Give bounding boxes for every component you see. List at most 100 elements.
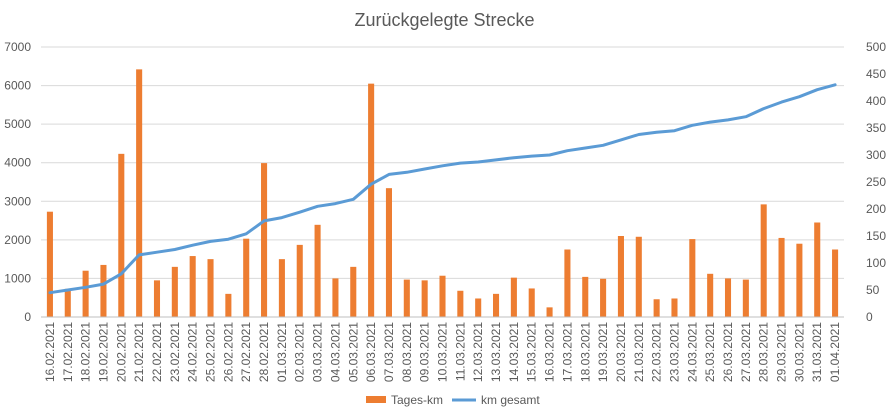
x-tick-label: 06.03.2021 <box>364 322 378 382</box>
bar <box>617 236 624 317</box>
y-tick-label: 4000 <box>4 156 31 170</box>
x-tick-label: 23.03.2021 <box>667 322 681 382</box>
x-tick-label: 03.03.2021 <box>311 322 325 382</box>
y-tick-label: 1000 <box>4 271 31 285</box>
x-tick-label: 26.03.2021 <box>721 322 735 382</box>
bar <box>760 204 767 317</box>
x-tick-label: 29.03.2021 <box>775 322 789 382</box>
y-tick-label: 5000 <box>4 117 31 131</box>
bar <box>278 259 285 317</box>
x-tick-label: 01.03.2021 <box>275 322 289 382</box>
y2-tick-label: 500 <box>866 40 886 54</box>
x-tick-label: 20.02.2021 <box>114 322 128 382</box>
bar <box>796 243 803 317</box>
bar <box>332 278 339 317</box>
bar <box>261 163 268 317</box>
x-tick-label: 16.02.2021 <box>43 322 57 382</box>
bar <box>707 273 714 317</box>
legend: Tages-km km gesamt <box>366 393 540 407</box>
bar <box>724 278 732 317</box>
x-tick-label: 04.03.2021 <box>328 322 342 382</box>
bar <box>475 298 482 317</box>
legend-swatch-tages-km <box>366 396 386 403</box>
legend-label-km-gesamt: km gesamt <box>481 393 540 407</box>
y-tick-label: 6000 <box>4 79 31 93</box>
legend-label-tages-km: Tages-km <box>391 393 443 407</box>
bar <box>314 224 321 317</box>
x-tick-label: 11.03.2021 <box>453 322 467 381</box>
y2-tick-label: 50 <box>866 283 880 297</box>
x-tick-label: 13.03.2021 <box>489 322 503 382</box>
chart-title: Zurückgelegte Strecke <box>354 10 534 30</box>
bar <box>635 236 642 317</box>
x-tick-label: 14.03.2021 <box>507 322 521 382</box>
bar <box>814 222 821 317</box>
x-tick-label: 18.02.2021 <box>79 322 93 382</box>
x-tick-label: 17.03.2021 <box>560 322 574 382</box>
bar <box>118 153 125 317</box>
line-series <box>48 83 837 295</box>
bar <box>171 266 178 317</box>
y-tick-label: 3000 <box>4 194 31 208</box>
x-tick-label: 25.03.2021 <box>703 322 717 382</box>
x-tick-label: 24.03.2021 <box>685 322 699 382</box>
x-axis: 16.02.2021 17.02.2021 18.02.2021 19.02.2021… <box>41 316 844 382</box>
x-tick-label: 21.03.2021 <box>632 322 646 382</box>
x-tick-label: 20.03.2021 <box>614 322 628 382</box>
y-tick-label: 0 <box>24 310 31 324</box>
bar <box>439 275 446 317</box>
bar <box>100 264 107 317</box>
y2-tick-label: 400 <box>866 94 886 108</box>
line-km-gesamt <box>48 83 837 295</box>
y2-tick-label: 150 <box>866 229 886 243</box>
x-tick-label: 02.03.2021 <box>293 322 307 382</box>
bar-series <box>46 69 839 318</box>
bar <box>153 280 161 317</box>
x-tick-label: 27.03.2021 <box>739 322 753 382</box>
bar <box>564 249 571 317</box>
x-tick-label: 22.02.2021 <box>150 322 164 382</box>
bar <box>671 298 678 317</box>
y-axis-right: 0 50 100 150 200 250 300 350 400 450 500 <box>866 40 886 324</box>
bar <box>421 280 428 317</box>
y2-tick-label: 200 <box>866 202 886 216</box>
x-tick-label: 30.03.2021 <box>792 322 806 382</box>
bar <box>492 293 500 317</box>
bar <box>243 238 250 317</box>
y2-tick-label: 100 <box>866 256 886 270</box>
bar <box>46 211 53 317</box>
y2-tick-label: 450 <box>866 67 886 81</box>
y-axis-left: 0 1000 2000 3000 4000 5000 6000 7000 <box>4 40 31 324</box>
x-tick-label: 19.03.2021 <box>596 322 610 382</box>
x-tick-label: 19.02.2021 <box>96 322 110 382</box>
bar <box>510 277 517 317</box>
x-tick-label: 07.03.2021 <box>382 322 396 382</box>
x-tick-label: 10.03.2021 <box>436 322 450 382</box>
x-tick-label: 22.03.2021 <box>650 322 664 382</box>
bar <box>832 249 839 317</box>
bar <box>82 270 89 317</box>
bar <box>368 83 375 318</box>
bar <box>582 276 589 317</box>
x-tick-label: 21.02.2021 <box>132 322 146 382</box>
x-tick-label: 09.03.2021 <box>418 322 432 382</box>
x-tick-label: 24.02.2021 <box>186 322 200 382</box>
bar <box>64 288 71 317</box>
bar <box>225 293 232 317</box>
y2-tick-label: 350 <box>866 121 886 135</box>
bar <box>778 237 785 317</box>
x-tick-label: 27.02.2021 <box>239 322 253 382</box>
bar <box>528 288 535 317</box>
y-tick-label: 2000 <box>4 233 31 247</box>
bar <box>207 259 214 317</box>
x-tick-label: 05.03.2021 <box>346 322 360 382</box>
x-tick-label: 26.02.2021 <box>221 322 235 382</box>
bar <box>457 290 464 317</box>
x-tick-label: 01.04.2021 <box>828 322 842 382</box>
x-tick-label: 16.03.2021 <box>543 322 557 382</box>
x-tick-label: 12.03.2021 <box>471 322 485 382</box>
y-tick-label: 7000 <box>4 40 31 54</box>
x-tick-label: 23.02.2021 <box>168 322 182 382</box>
x-tick-label: 25.02.2021 <box>204 322 218 382</box>
